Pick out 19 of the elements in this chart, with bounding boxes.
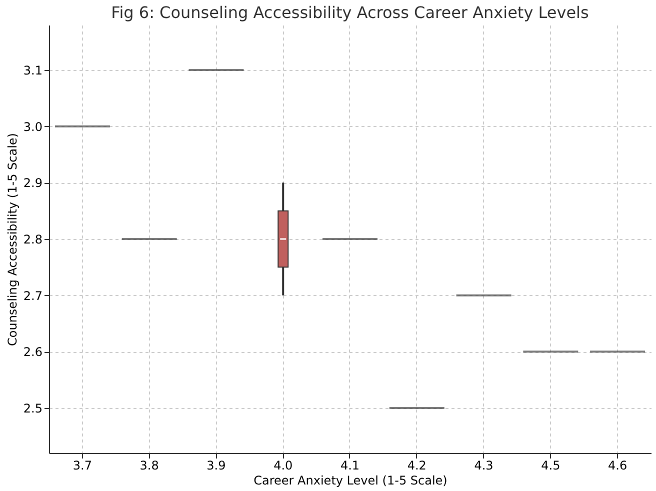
y-tick-label: 2.5 xyxy=(23,401,42,416)
y-tick-label: 2.6 xyxy=(23,345,42,360)
x-tick-label: 4.5 xyxy=(541,458,560,472)
x-axis-title: Career Anxiety Level (1-5 Scale) xyxy=(254,474,448,488)
y-tick-label: 2.8 xyxy=(23,232,42,246)
x-tick-label: 4.6 xyxy=(608,458,628,472)
x-tick-label: 3.7 xyxy=(72,458,92,472)
x-tick-label: 4.0 xyxy=(274,458,293,472)
x-tick-label: 4.2 xyxy=(407,458,426,472)
x-tick-label: 4.1 xyxy=(340,458,360,472)
y-tick-label: 3.0 xyxy=(23,120,42,134)
y-tick-label: 2.7 xyxy=(23,288,42,303)
x-tick-label: 4.3 xyxy=(474,458,494,472)
x-tick-label: 3.8 xyxy=(140,458,159,472)
chart-title: Fig 6: Counseling Accessibility Across Career Anxiety Levels xyxy=(111,3,589,22)
y-tick-label: 3.1 xyxy=(23,64,42,78)
y-tick-label: 2.9 xyxy=(23,176,42,190)
x-tick-label: 3.9 xyxy=(206,458,226,472)
y-axis-title: Counseling Accessibility (1-5 Scale) xyxy=(5,133,20,346)
